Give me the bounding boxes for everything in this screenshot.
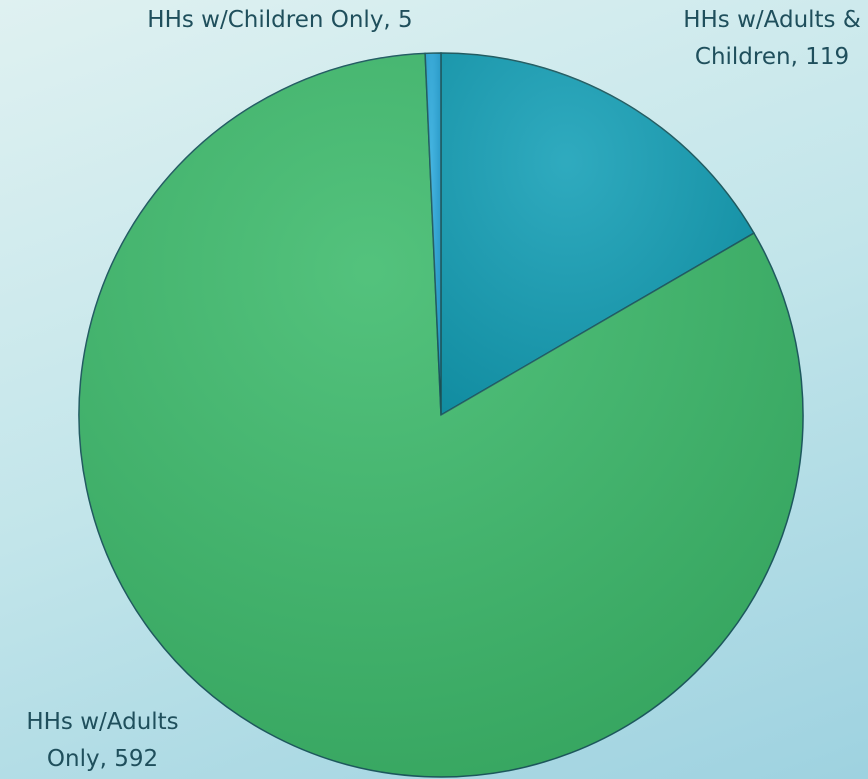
slice-shade xyxy=(441,53,754,415)
data-label: HHs w/Adults & Children, 119 xyxy=(683,7,861,70)
data-label: HHs w/Children Only, 5 xyxy=(147,7,413,33)
slice-shade xyxy=(425,53,441,415)
slice-shade xyxy=(79,53,804,777)
data-label: HHs w/Adults Only, 592 xyxy=(26,709,179,772)
